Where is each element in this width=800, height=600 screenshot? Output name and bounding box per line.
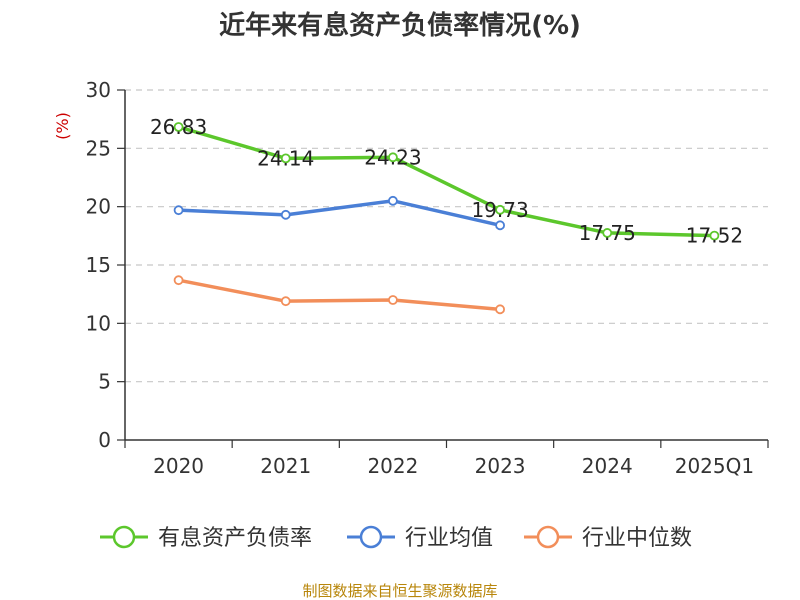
legend-item-2: 行业中位数 xyxy=(524,525,692,551)
data-point-2-2 xyxy=(388,295,398,305)
data-point-0-4 xyxy=(602,228,613,238)
x-tick-label-2025Q1: 2025Q1 xyxy=(675,454,754,478)
data-label-2: 24.23 xyxy=(364,145,421,169)
data-labels: 26.83 24.14 24.23 19.73 17.75 17.52 xyxy=(150,115,743,248)
data-point-0-3 xyxy=(495,204,505,215)
legend-marker-2 xyxy=(536,525,560,549)
series-line-1 xyxy=(176,199,502,228)
data-point-2-0 xyxy=(173,275,184,286)
data-point-1-2 xyxy=(388,195,398,206)
axes: 0 5 10 15 20 25 30 2020 2021 2022 2023 2024 2025Q1 xyxy=(86,78,769,478)
series-2 xyxy=(173,275,505,315)
data-label-5: 17.52 xyxy=(686,224,743,248)
data-label-0: 26.83 xyxy=(150,115,207,139)
data-point-1-3 xyxy=(495,220,505,231)
x-tick-label-2021: 2021 xyxy=(260,454,311,478)
y-tick-label-30: 30 xyxy=(86,78,111,102)
y-tick-label-25: 25 xyxy=(86,136,111,160)
x-tick-label-2024: 2024 xyxy=(582,454,633,478)
legend-label-1: 行业均值 xyxy=(405,526,493,551)
data-point-2-3 xyxy=(495,304,505,315)
gridlines xyxy=(125,89,768,383)
data-point-1-1 xyxy=(280,209,291,220)
data-label-3: 19.73 xyxy=(471,198,528,222)
y-tick-label-10: 10 xyxy=(86,311,111,335)
legend-label-2: 行业中位数 xyxy=(582,526,692,551)
data-point-0-0 xyxy=(173,122,184,132)
legend-marker-0 xyxy=(112,525,136,549)
data-label-4: 17.75 xyxy=(579,221,636,245)
source-note: 制图数据来自恒生聚源数据库 xyxy=(302,582,497,600)
data-point-2-1 xyxy=(280,296,291,307)
series-1 xyxy=(173,195,505,231)
x-tick-label-2020: 2020 xyxy=(153,454,204,478)
data-label-1: 24.14 xyxy=(257,146,314,170)
series-layer xyxy=(173,122,720,315)
data-point-0-5 xyxy=(709,230,720,241)
x-tick-label-2023: 2023 xyxy=(475,454,526,478)
y-tick-label-20: 20 xyxy=(86,195,111,219)
series-0 xyxy=(173,122,720,241)
y-axis-unit-label: (%) xyxy=(53,112,72,140)
x-tick-label-2022: 2022 xyxy=(367,454,418,478)
y-tick-label-15: 15 xyxy=(86,253,111,277)
series-line-0 xyxy=(176,125,717,238)
legend-item-0: 有息资产负债率 xyxy=(100,525,312,551)
legend-item-1: 行业均值 xyxy=(347,525,493,551)
y-tick-label-5: 5 xyxy=(98,370,111,394)
data-point-0-2 xyxy=(388,152,398,163)
chart-title: 近年来有息资产负债率情况(%) xyxy=(219,10,581,41)
data-point-1-0 xyxy=(173,205,184,216)
legend-marker-1 xyxy=(359,525,383,549)
legend: 有息资产负债率 行业均值 行业中位数 xyxy=(100,525,692,551)
data-point-0-1 xyxy=(280,153,291,164)
legend-label-0: 有息资产负债率 xyxy=(158,526,312,551)
y-tick-label-0: 0 xyxy=(98,428,111,452)
series-line-2 xyxy=(176,278,502,312)
